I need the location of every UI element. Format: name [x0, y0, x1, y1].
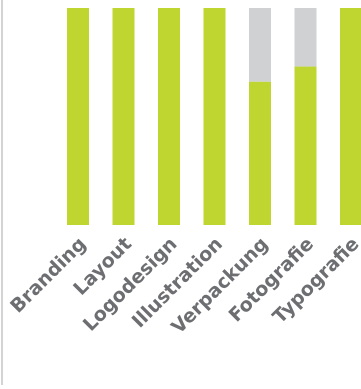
bar-remainder-fotografie [294, 8, 317, 67]
bar-layout [112, 8, 135, 225]
bar-fotografie [294, 66, 317, 225]
bar-verpackung [249, 81, 271, 225]
category-labels: BrandingLayoutLogodesignIllustrationVerp… [6, 233, 361, 338]
bars-layer [67, 8, 361, 225]
bar-remainder-verpackung [249, 8, 271, 82]
bar-branding [67, 8, 89, 225]
bar-logodesign [158, 8, 180, 225]
bar-typografie [340, 8, 361, 225]
bar-illustration [203, 8, 226, 225]
